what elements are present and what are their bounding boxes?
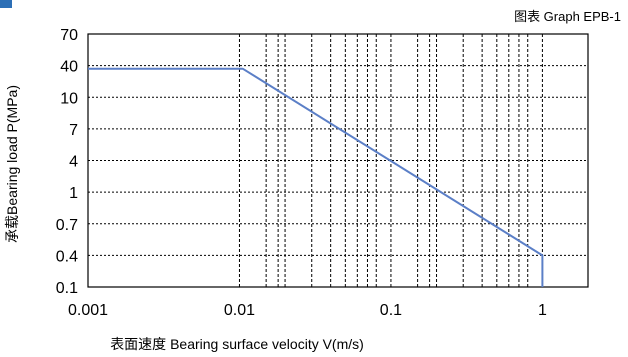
y-tick-labels: 70 40 10 7 4 1 0.7 0.4 0.1	[56, 27, 78, 297]
y-tick-label: 7	[69, 122, 78, 139]
x-axis-title: 表面速度 Bearing surface velocity V(m/s)	[110, 336, 364, 352]
y-tick-label: 10	[60, 90, 78, 107]
y-tick-label: 0.7	[56, 217, 78, 234]
y-tick-label: 0.4	[56, 248, 78, 265]
y-tick-label: 0.1	[56, 280, 78, 297]
x-tick-labels: 0.001 0.01 0.1 1	[68, 302, 547, 319]
series-line	[88, 67, 544, 287]
y-gridlines	[88, 65, 588, 256]
header-accent-bar	[0, 0, 12, 8]
x-tick-label: 0.01	[224, 302, 255, 319]
y-tick-label: 40	[60, 59, 78, 76]
series-group	[87, 67, 544, 288]
y-tick-label: 70	[60, 27, 78, 44]
y-axis-title: 承载Bearing load P(MPa)	[4, 85, 20, 243]
x-tick-label: 1	[538, 302, 547, 319]
x-tick-label: 0.1	[380, 302, 402, 319]
x-gridlines	[238, 34, 543, 287]
chart-caption: 图表 Graph EPB-1	[514, 9, 621, 24]
y-tick-label: 1	[69, 185, 78, 202]
x-tick-label: 0.001	[68, 302, 108, 319]
plot-frame	[87, 33, 589, 288]
y-tick-label: 4	[69, 154, 78, 171]
